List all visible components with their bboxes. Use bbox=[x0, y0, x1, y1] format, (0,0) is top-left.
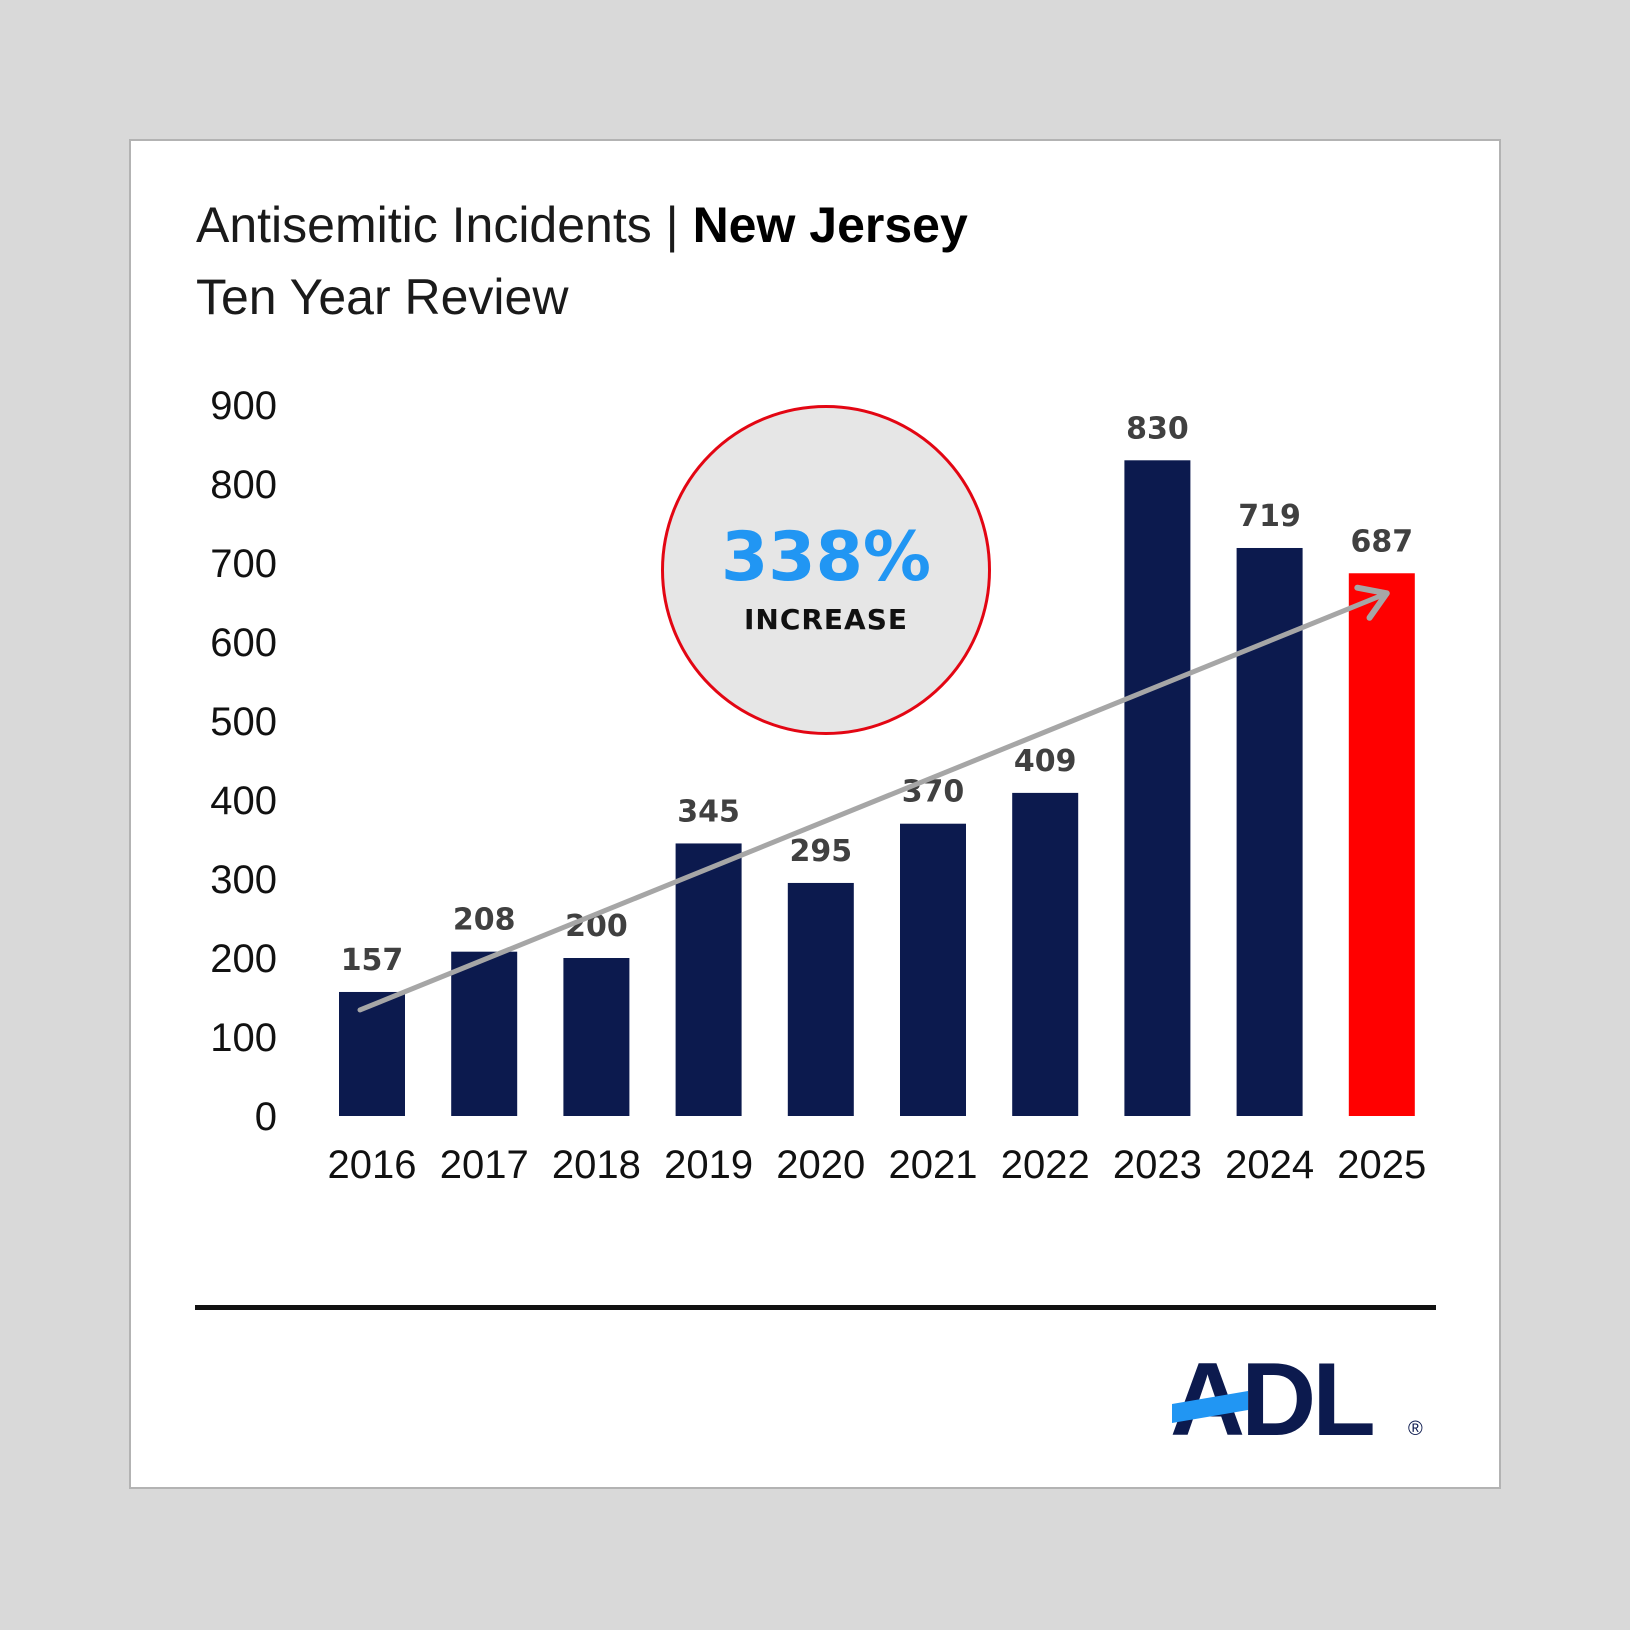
y-tick-label: 300 bbox=[210, 858, 277, 902]
bar bbox=[675, 843, 742, 1116]
title-main: Antisemitic Incidents bbox=[196, 197, 652, 253]
bar-value-label: 687 bbox=[1350, 524, 1413, 559]
bar bbox=[563, 958, 630, 1116]
y-tick-label: 700 bbox=[210, 542, 277, 586]
x-tick-label: 2023 bbox=[1113, 1143, 1202, 1187]
bar bbox=[1124, 460, 1191, 1116]
bar bbox=[787, 882, 854, 1116]
bar-value-label: 208 bbox=[453, 903, 516, 938]
x-tick-label: 2024 bbox=[1225, 1143, 1314, 1187]
x-tick-label: 2019 bbox=[664, 1143, 753, 1187]
footer-divider bbox=[195, 1305, 1436, 1310]
bar bbox=[451, 951, 518, 1116]
y-tick-label: 900 bbox=[210, 384, 277, 428]
x-tick-label: 2017 bbox=[440, 1143, 529, 1187]
bar-value-label: 345 bbox=[677, 794, 740, 829]
bar-value-label: 409 bbox=[1014, 744, 1077, 779]
x-tick-label: 2021 bbox=[889, 1143, 978, 1187]
logo-accent-stripe bbox=[1172, 1391, 1248, 1423]
y-tick-label: 600 bbox=[210, 621, 277, 665]
registered-mark: ® bbox=[1408, 1418, 1423, 1440]
increase-label: INCREASE bbox=[743, 603, 909, 636]
x-tick-label: 2018 bbox=[552, 1143, 641, 1187]
x-tick-label: 2016 bbox=[328, 1143, 417, 1187]
adl-logo: ADL ® bbox=[1170, 1342, 1423, 1448]
y-tick-label: 200 bbox=[210, 937, 277, 981]
chart-subtitle: Ten Year Review bbox=[196, 269, 569, 325]
y-tick-label: 0 bbox=[255, 1095, 277, 1139]
y-tick-label: 100 bbox=[210, 1016, 277, 1060]
bar bbox=[1012, 792, 1079, 1116]
bar bbox=[1348, 573, 1415, 1116]
bar-value-label: 295 bbox=[789, 834, 852, 869]
y-tick-label: 800 bbox=[210, 463, 277, 507]
bar bbox=[900, 823, 966, 1116]
trend-arrow-line bbox=[357, 590, 1390, 1013]
bar-value-label: 157 bbox=[341, 943, 404, 978]
title-region: New Jersey bbox=[692, 197, 968, 253]
y-tick-label: 500 bbox=[210, 700, 277, 744]
x-tick-label: 2025 bbox=[1337, 1143, 1426, 1187]
logo-wordmark: ADL bbox=[1170, 1342, 1373, 1448]
increase-badge: 338% INCREASE bbox=[661, 405, 991, 735]
bar-value-label: 370 bbox=[902, 775, 965, 810]
bar-value-label: 830 bbox=[1126, 411, 1189, 446]
x-tick-label: 2022 bbox=[1001, 1143, 1090, 1187]
y-tick-label: 400 bbox=[210, 779, 277, 823]
chart-title: Antisemitic Incidents | New Jersey bbox=[196, 196, 968, 254]
trend-arrow-head bbox=[1354, 584, 1390, 621]
bar bbox=[339, 991, 405, 1116]
title-separator: | bbox=[665, 197, 679, 253]
bar-value-label: 719 bbox=[1238, 499, 1301, 534]
increase-percent: 338% bbox=[720, 518, 932, 597]
x-tick-label: 2020 bbox=[776, 1143, 865, 1187]
